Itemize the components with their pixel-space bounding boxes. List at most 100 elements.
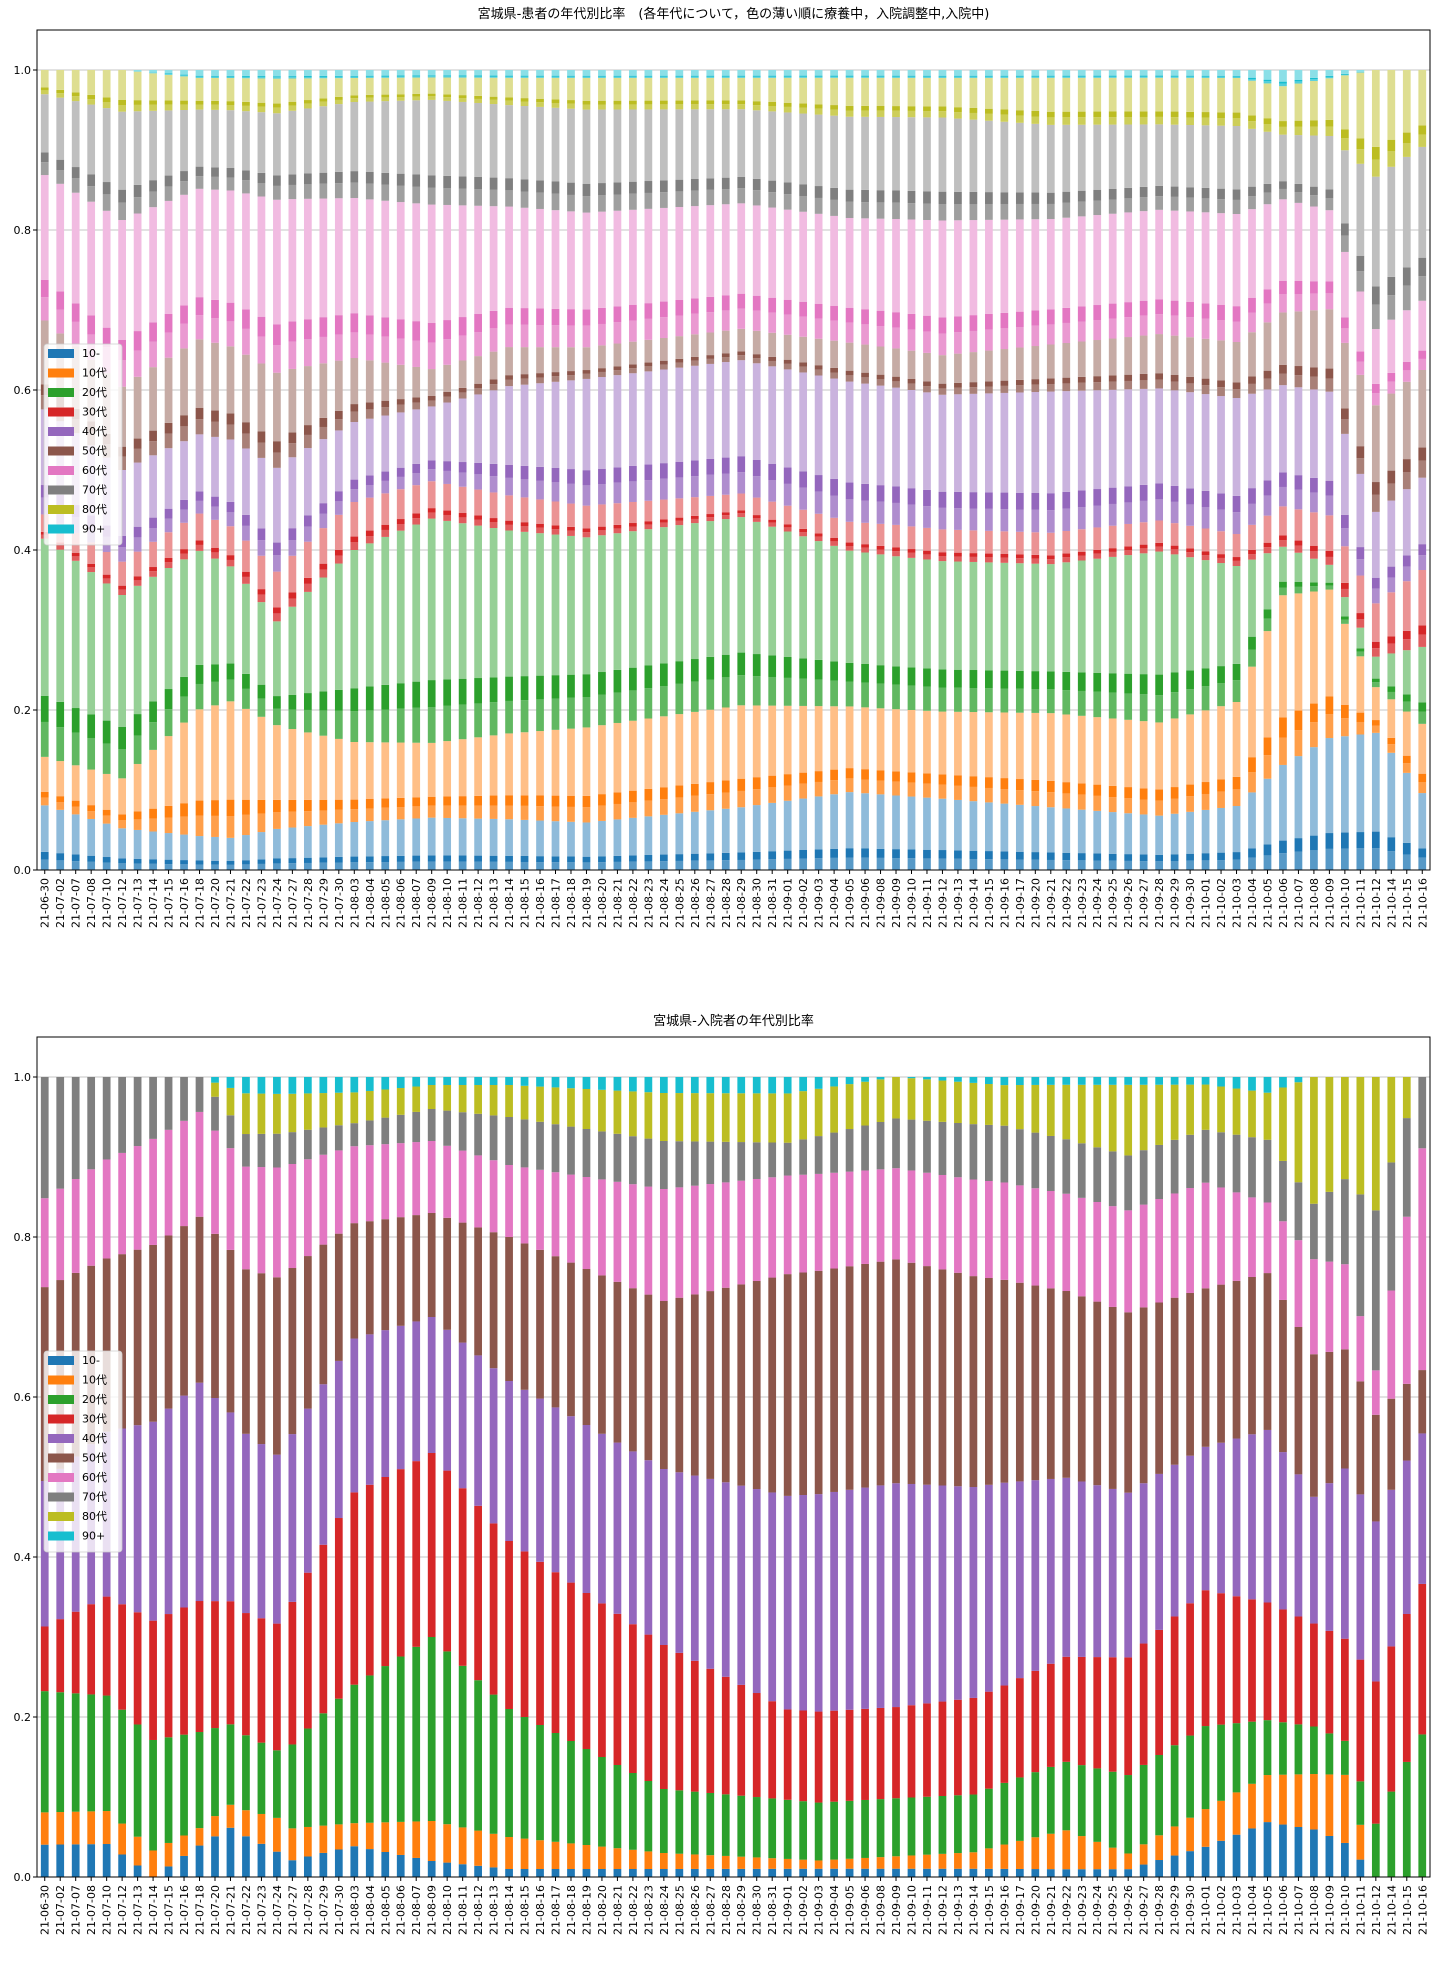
bar-segment-20代 <box>458 678 467 705</box>
bar-segment-70代 <box>458 101 467 177</box>
bar-segment-90+ <box>830 1077 838 1087</box>
bar-segment-30代 <box>629 501 637 524</box>
bar-segment-80代 <box>365 94 374 98</box>
bar-segment-30代 <box>1279 540 1287 547</box>
bar-segment-40代 <box>876 501 885 524</box>
x-tick-label: 21-08-27 <box>704 1885 717 1935</box>
bar-segment-80代 <box>551 1087 560 1125</box>
bar-segment-30代 <box>659 1645 668 1789</box>
bar-segment-90+ <box>1263 79 1272 82</box>
bar-segment-70代 <box>443 1110 452 1146</box>
bar-segment-90+ <box>629 70 637 76</box>
bar-segment-50代 <box>334 360 343 411</box>
bar-segment-80代 <box>1263 118 1272 125</box>
bar-segment-10- <box>443 855 452 862</box>
bar-segment-70代 <box>675 179 684 192</box>
bar-segment-70代 <box>149 1077 157 1139</box>
bar-segment-20代 <box>783 531 792 657</box>
bar-segment-30代 <box>1031 558 1040 564</box>
x-tick-label: 21-07-13 <box>132 878 145 928</box>
bar-segment-30代 <box>334 514 343 550</box>
bar-segment-70代 <box>876 1121 885 1170</box>
bar-segment-70代 <box>443 175 452 189</box>
bar-segment-80代 <box>985 1084 993 1125</box>
y-axis: 0.00.20.40.60.81.0 <box>14 64 37 877</box>
bar-segment-10代 <box>180 1835 188 1856</box>
bar-segment-70代 <box>102 182 111 195</box>
bar-segment-20代 <box>613 533 622 670</box>
bar-segment-80代 <box>1000 1085 1009 1126</box>
bar-segment-40代 <box>180 1395 188 1608</box>
bar-segment-90+ <box>551 70 560 76</box>
bar-segment-40代 <box>1031 1480 1040 1671</box>
bar-segment-30代 <box>876 545 885 550</box>
bar-segment-80代 <box>242 78 250 102</box>
bar-segment-30代 <box>443 514 452 521</box>
bar-segment-70代 <box>257 172 266 184</box>
bar-segment-30代 <box>954 556 962 562</box>
x-tick-label: 21-08-07 <box>410 1885 423 1935</box>
bar-segment-10代 <box>118 820 126 829</box>
bar-segment-90+ <box>876 75 885 77</box>
bar-segment-50代 <box>350 358 359 405</box>
bar-segment-70代 <box>629 1136 637 1185</box>
bar-segment-90+ <box>257 1077 266 1094</box>
legend-label: 20代 <box>82 386 107 399</box>
bar-segment-50代 <box>1232 1280 1241 1439</box>
bar-segment-20代 <box>706 1792 715 1856</box>
bar-segment-90+ <box>1093 75 1102 77</box>
bar-segment-10代 <box>40 791 49 798</box>
bar-segment-40代 <box>629 1451 637 1625</box>
x-tick-label: 21-08-19 <box>580 1885 593 1935</box>
bar-segment-50代 <box>752 358 761 364</box>
bar-segment-10- <box>273 858 281 864</box>
bar-segment-70代 <box>598 1131 606 1180</box>
bar-segment-60代 <box>211 318 219 343</box>
bar-segment-10- <box>1310 1829 1318 1877</box>
bar-segment-10- <box>536 820 544 857</box>
bar-segment-10代 <box>799 1859 808 1869</box>
bar-segment-10- <box>799 858 808 870</box>
bar-segment-10- <box>458 1864 467 1877</box>
bar-segment-60代 <box>1248 209 1256 298</box>
bar-segment-40代 <box>396 476 405 490</box>
bar-segment-80代 <box>1201 112 1210 118</box>
bar-segment-10- <box>861 857 869 870</box>
bar-segment-30代 <box>381 1477 390 1667</box>
bar-segment-10- <box>892 1868 900 1877</box>
bar-segment-70代 <box>768 1142 777 1178</box>
bar-segment-90+ <box>1232 76 1241 78</box>
bar-segment-90+ <box>845 76 854 78</box>
bar-segment-10- <box>303 862 312 870</box>
bar-segment-90+ <box>1000 70 1009 76</box>
bar-segment-40代 <box>938 1485 947 1702</box>
x-tick-label: 21-09-11 <box>921 1885 934 1935</box>
bar-segment-80代 <box>56 70 65 90</box>
bar-segment-40代 <box>675 477 684 499</box>
bar-segment-50代 <box>830 367 838 373</box>
bar-segment-10代 <box>381 798 390 808</box>
bar-segment-20代 <box>706 679 715 710</box>
bar-segment-10- <box>1325 738 1334 834</box>
bar-segment-70代 <box>1201 1129 1210 1183</box>
bar-segment-10代 <box>644 788 653 801</box>
bar-segment-40代 <box>1186 1455 1194 1604</box>
bar-segment-30代 <box>520 526 529 532</box>
bar-segment-80代 <box>752 1093 761 1143</box>
bar-segment-30代 <box>551 501 560 526</box>
bar-segment-10- <box>1170 861 1179 870</box>
bar-segment-80代 <box>814 108 823 115</box>
bar-segment-70代 <box>334 171 343 184</box>
bar-segment-70代 <box>489 104 498 178</box>
bar-segment-70代 <box>1015 122 1024 193</box>
bar-segment-20代 <box>303 709 312 733</box>
bar-segment-50代 <box>1000 349 1009 381</box>
bar-segment-60代 <box>412 340 421 367</box>
bar-segment-50代 <box>1294 366 1303 376</box>
bar-segment-70代 <box>1418 146 1427 258</box>
bar-segment-40代 <box>814 491 823 514</box>
bar-segment-70代 <box>876 190 885 203</box>
bar-segment-10代 <box>536 806 544 821</box>
bar-segment-50代 <box>814 369 823 376</box>
bar-segment-80代 <box>40 70 49 88</box>
